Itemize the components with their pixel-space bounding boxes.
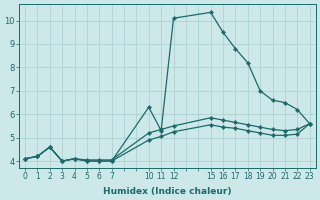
- X-axis label: Humidex (Indice chaleur): Humidex (Indice chaleur): [103, 187, 232, 196]
